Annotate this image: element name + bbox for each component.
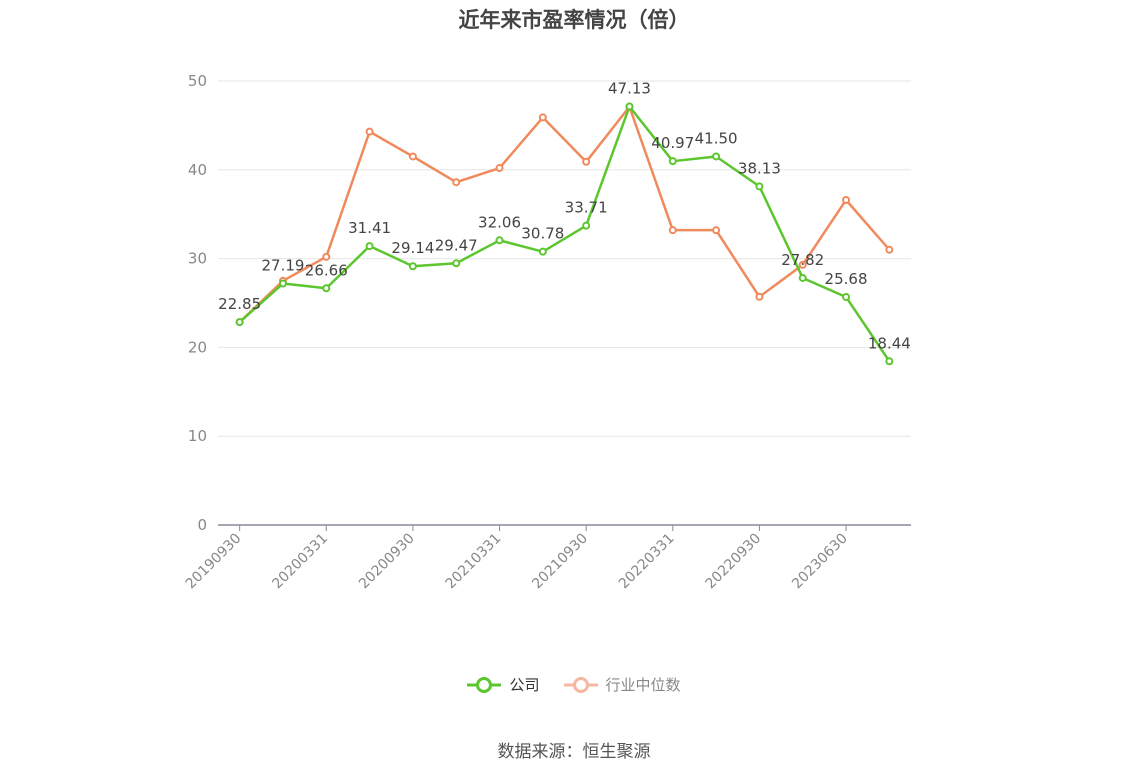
x-tick-label: 20230630 [789,531,851,593]
series-lines [235,102,894,366]
company-data-label: 30.78 [521,225,564,243]
company-data-point [885,357,894,366]
company-data-point [668,157,677,166]
company-data-point [582,221,591,230]
company-data-label: 22.85 [218,295,261,313]
company-data-point [452,259,461,268]
industry-series-line [238,105,891,323]
company-data-point [712,152,721,161]
industry-data-point [582,157,591,166]
industry-data-point [668,226,677,235]
legend-industry-label: 行业中位数 [605,676,681,694]
company-data-point [322,284,331,293]
company-data-point [755,182,764,191]
company-data-label: 47.13 [608,79,651,97]
industry-data-point [365,127,374,136]
data-source: 数据来源：恒生聚源 [497,742,651,762]
company-data-label: 26.66 [305,261,348,279]
y-tick-label: 20 [188,338,207,356]
gridlines [218,80,911,437]
industry-data-point [798,260,807,269]
company-data-label: 18.44 [868,334,911,352]
company-data-point [625,102,634,111]
company-data-label: 38.13 [738,159,781,177]
company-data-point [408,262,417,271]
legend: 公司 行业中位数 [0,674,1148,695]
y-axis-ticks: 0 10 20 30 40 50 [188,72,207,534]
company-data-label: 33.71 [565,199,608,217]
company-data-point [798,273,807,282]
legend-item-industry-median[interactable]: 行业中位数 [563,674,681,695]
industry-data-point [885,245,894,254]
company-data-label: 29.47 [435,236,478,254]
company-data-label: 32.06 [478,213,521,231]
company-data-label: 41.50 [695,129,738,147]
industry-data-point [842,195,851,204]
x-tick-label: 20220930 [703,531,765,593]
legend-company-label: 公司 [509,676,540,694]
chart-title: 近年来市盈率情况（倍） [458,8,690,32]
x-axis: 20190930 20200331 20200930 20210331 20210930… [183,524,911,593]
x-tick-label: 20200930 [356,531,418,593]
x-tick-label: 20190930 [183,531,245,593]
company-data-label: 27.82 [781,251,824,269]
company-data-point [495,236,504,245]
legend-company-line-icon [467,676,502,693]
company-data-label: 27.19 [261,257,304,275]
company-data-label: 25.68 [825,270,868,288]
company-data-point [235,318,244,327]
company-data-label: 29.14 [391,239,434,257]
company-data-label: 31.41 [348,219,391,237]
y-tick-label: 50 [188,72,207,90]
industry-data-point [755,292,764,301]
company-data-point [538,247,547,256]
company-data-point [365,242,374,251]
industry-data-point [452,178,461,187]
industry-data-point [538,113,547,122]
y-tick-label: 10 [188,427,207,445]
x-tick-label: 20210331 [443,531,505,593]
y-tick-label: 30 [188,250,207,268]
x-tick-label: 20200331 [269,531,331,593]
y-tick-label: 0 [197,516,207,534]
industry-data-point [712,226,721,235]
legend-item-company[interactable]: 公司 [467,674,540,695]
industry-data-point [408,152,417,161]
legend-industry-line-icon [563,676,598,693]
x-tick-label: 20220331 [616,531,678,593]
industry-data-point [322,252,331,261]
company-data-point [842,292,851,301]
company-series-line [238,105,891,362]
industry-data-point [495,164,504,173]
company-data-label: 40.97 [651,134,694,152]
y-tick-label: 40 [188,161,207,179]
x-tick-label: 20210930 [529,531,591,593]
company-data-point [278,279,287,288]
